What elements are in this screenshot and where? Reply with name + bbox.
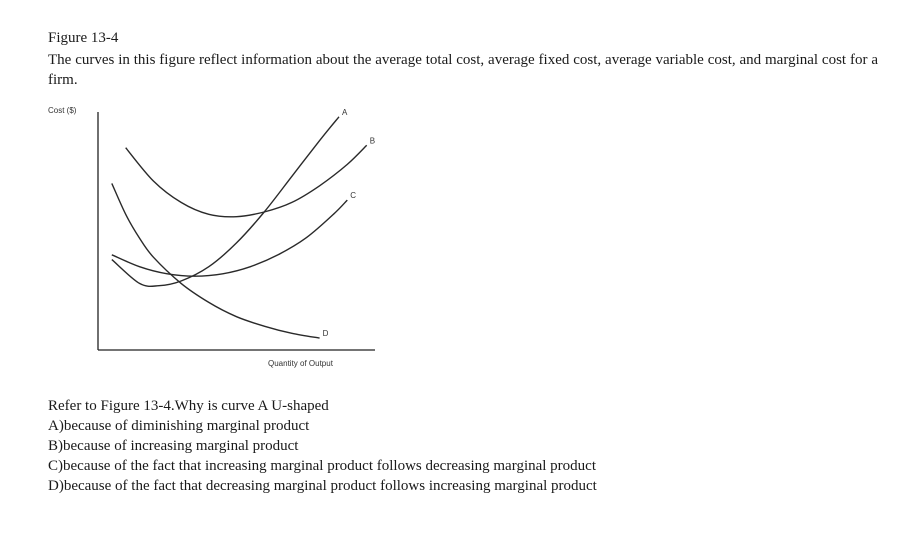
curve-label-d: D <box>323 329 329 338</box>
curve-label-c: C <box>350 191 356 200</box>
figure-title: Figure 13-4 <box>48 30 119 46</box>
y-axis-label: Cost ($) <box>48 106 77 115</box>
curve-label-a: A <box>342 108 348 117</box>
option-d: D)because of the fact that decreasing ma… <box>48 478 597 494</box>
curve-c <box>111 199 348 277</box>
question-prompt: Refer to Figure 13-4.Why is curve A U-sh… <box>48 398 329 414</box>
option-a: A)because of diminishing marginal produc… <box>48 418 310 434</box>
curve-label-b: B <box>370 136 375 145</box>
cost-curves-chart: Cost ($) Quantity of Output A B C D <box>40 100 400 380</box>
option-b: B)because of increasing marginal product <box>48 438 299 454</box>
chart-svg: Cost ($) Quantity of Output A B C D <box>48 106 375 368</box>
option-c: C)because of the fact that increasing ma… <box>48 458 597 474</box>
x-axis-label: Quantity of Output <box>268 359 334 368</box>
figure-caption: The curves in this figure reflect inform… <box>48 52 878 88</box>
question-block: Refer to Figure 13-4.Why is curve A U-sh… <box>48 396 597 496</box>
curve-b <box>125 144 368 218</box>
curve-d <box>111 183 320 339</box>
curve-a <box>111 116 340 288</box>
series-layer: A B C D <box>111 108 375 339</box>
